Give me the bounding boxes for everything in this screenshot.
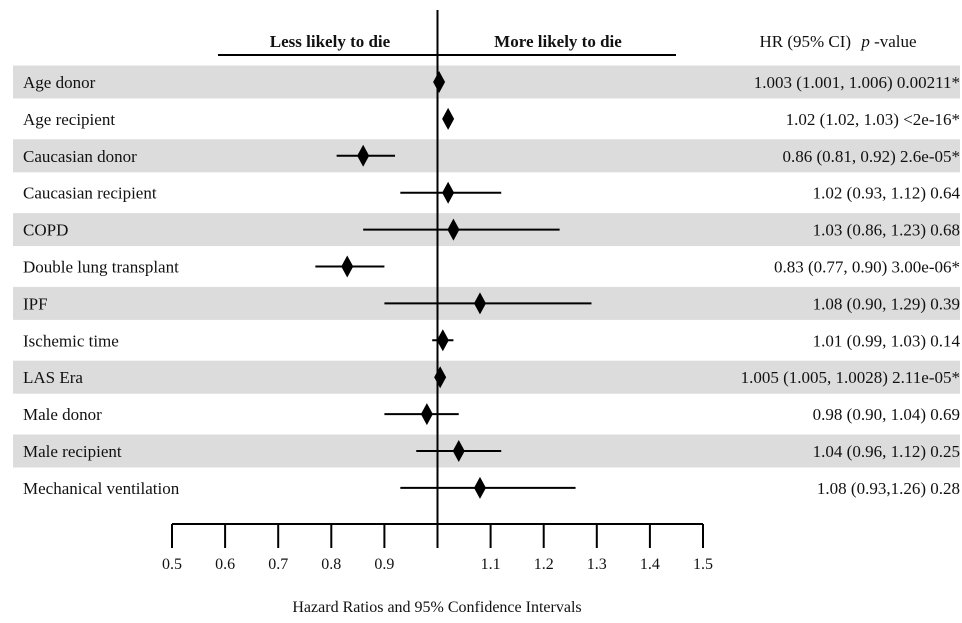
forest-row: Male recipient 1.04 (0.96, 1.12) 0.25: [23, 440, 960, 462]
row-band-age-donor: [13, 65, 960, 99]
row-stats: 1.02 (1.02, 1.03) <2e-16*: [786, 110, 960, 129]
forest-rows: Age donor 1.003 (1.001, 1.006) 0.00211*Ag…: [23, 71, 960, 499]
forest-row: Ischemic time 1.01 (0.99, 1.03) 0.14: [23, 329, 961, 352]
row-label: Double lung transplant: [23, 258, 179, 277]
row-label: Age donor: [23, 73, 96, 92]
row-stats: 1.02 (0.93, 1.12) 0.64: [813, 184, 961, 203]
x-tick-label: 0.9: [374, 556, 394, 573]
row-stats: 0.83 (0.77, 0.90) 3.00e-06*: [774, 258, 960, 277]
row-label: Caucasian donor: [23, 147, 137, 166]
forest-row: Male donor 0.98 (0.90, 1.04) 0.69: [23, 403, 960, 426]
row-label: Age recipient: [23, 110, 115, 129]
stats-header-prefix: HR (95% CI): [759, 32, 851, 51]
x-axis: 0.5 0.6 0.7 0.8 0.9 1.1 1.2 1.3 1.4 1.5: [162, 523, 713, 573]
x-axis-title: Hazard Ratios and 95% Confidence Interva…: [292, 599, 581, 616]
stats-header: HR (95% CI) p -value: [759, 32, 916, 51]
row-label: Male donor: [23, 405, 102, 424]
forest-row: Mechanical ventilation 1.08 (0.93,1.26) 0…: [23, 476, 960, 499]
row-stats: 1.03 (0.86, 1.23) 0.68: [813, 221, 960, 240]
row-stats: 1.003 (1.001, 1.006) 0.00211*: [754, 73, 960, 92]
x-tick-label: 0.5: [162, 556, 182, 573]
hr-point: [433, 71, 446, 93]
row-label: LAS Era: [23, 368, 83, 387]
x-tick-label: 0.6: [215, 556, 235, 573]
row-label: Caucasian recipient: [23, 184, 157, 203]
hr-point: [473, 292, 486, 315]
forest-row: LAS Era 1.005 (1.005, 1.0028) 2.11e-05*: [23, 366, 960, 389]
x-tick-label: 1.1: [481, 556, 501, 573]
row-label: IPF: [23, 294, 48, 313]
hr-point: [357, 144, 370, 167]
forest-row: Double lung transplant 0.83 (0.77, 0.90) …: [23, 255, 960, 278]
row-label: Mechanical ventilation: [23, 479, 180, 498]
hr-point: [452, 440, 465, 462]
hr-point: [434, 366, 447, 389]
hr-point: [447, 218, 460, 241]
hr-point: [442, 107, 455, 130]
row-stats: 0.98 (0.90, 1.04) 0.69: [813, 405, 960, 424]
hr-point: [442, 181, 455, 204]
forest-row: IPF 1.08 (0.90, 1.29) 0.39: [23, 292, 960, 315]
row-stats: 1.04 (0.96, 1.12) 0.25: [813, 442, 960, 461]
x-tick-label: 0.8: [321, 556, 341, 573]
x-tick-label: 1.2: [534, 556, 554, 573]
hr-point: [341, 255, 354, 278]
row-label: Male recipient: [23, 442, 122, 461]
row-stats: 1.01 (0.99, 1.03) 0.14: [813, 331, 961, 350]
row-stats: 1.005 (1.005, 1.0028) 2.11e-05*: [741, 368, 960, 387]
forest-row: Age recipient 1.02 (1.02, 1.03) <2e-16*: [23, 107, 960, 130]
header-more-likely: More likely to die: [494, 32, 622, 51]
forest-row: COPD 1.03 (0.86, 1.23) 0.68: [23, 218, 960, 241]
forest-row: Caucasian donor 0.86 (0.81, 0.92) 2.6e-05…: [23, 144, 960, 167]
row-stats: 0.86 (0.81, 0.92) 2.6e-05*: [782, 147, 960, 166]
row-band-caucasian-donor: [13, 139, 960, 173]
row-label: Ischemic time: [23, 331, 119, 350]
plot-header: Less likely to die More likely to die HR…: [218, 32, 917, 56]
header-less-likely: Less likely to die: [270, 32, 391, 51]
row-band-las-era: [13, 360, 960, 394]
row-label: COPD: [23, 221, 68, 240]
x-tick-label: 1.4: [640, 556, 660, 573]
x-tick-label: 1.5: [693, 556, 713, 573]
forest-row: Age donor 1.003 (1.001, 1.006) 0.00211*: [23, 71, 960, 93]
hr-point: [436, 329, 449, 352]
forest-row: Caucasian recipient 1.02 (0.93, 1.12) 0.6…: [23, 181, 961, 204]
hr-point: [473, 476, 486, 499]
stats-header-p: p: [860, 32, 870, 51]
hr-point: [420, 403, 433, 426]
x-tick-label: 1.3: [587, 556, 607, 573]
x-tick-label: 0.7: [268, 556, 288, 573]
stats-header-suffix: -value: [874, 32, 916, 51]
row-stats: 1.08 (0.90, 1.29) 0.39: [813, 294, 960, 313]
row-stats: 1.08 (0.93,1.26) 0.28: [817, 479, 960, 498]
